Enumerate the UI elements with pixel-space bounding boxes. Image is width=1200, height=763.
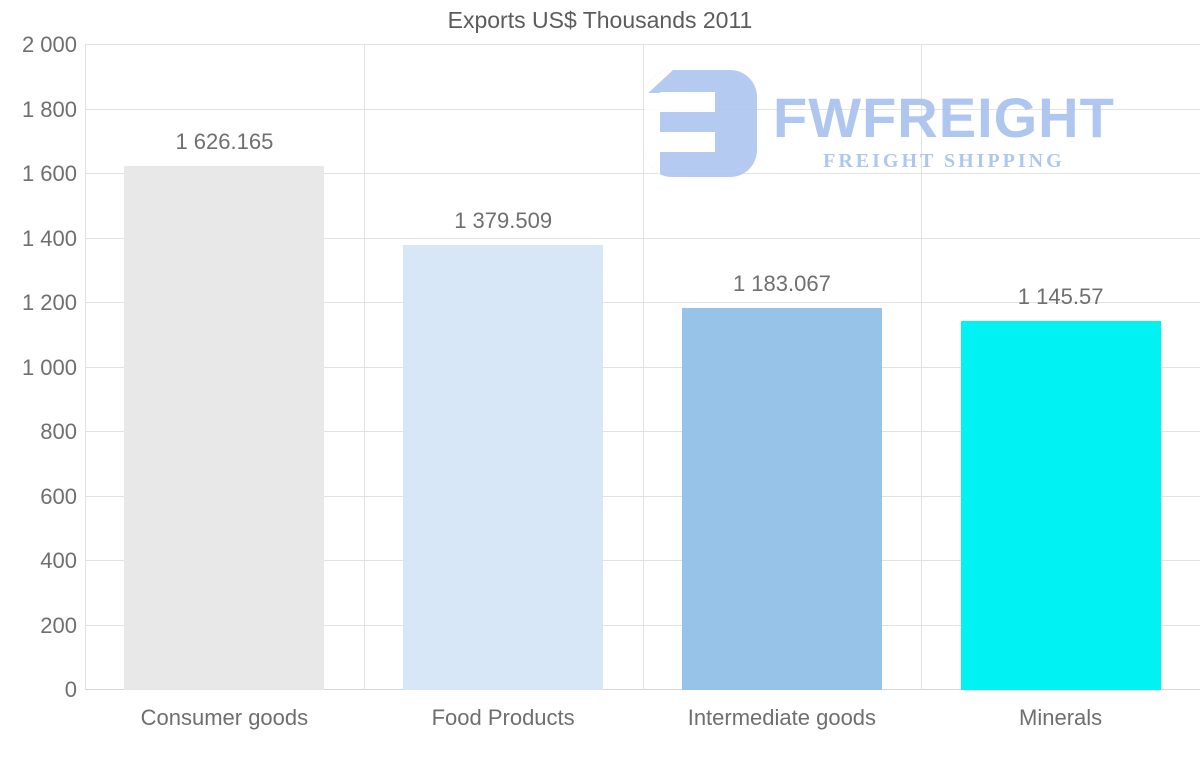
chart-title: Exports US$ Thousands 2011 bbox=[447, 7, 753, 33]
bar-value-label: 1 626.165 bbox=[175, 128, 274, 154]
bar-column-1: 1 379.509 bbox=[364, 45, 643, 690]
bar-minerals[interactable] bbox=[960, 320, 1161, 690]
x-category-label: Consumer goods bbox=[140, 705, 309, 730]
gridline-y-2000 bbox=[85, 44, 1200, 45]
y-tick-label: 800 bbox=[40, 419, 77, 444]
gridline-x-2 bbox=[642, 45, 644, 690]
y-tick-label: 2 000 bbox=[21, 32, 77, 57]
gridline-x-1 bbox=[363, 45, 365, 690]
y-tick-label: 600 bbox=[40, 483, 77, 509]
bar-value-label: 1 183.067 bbox=[732, 271, 831, 297]
x-category-label: Food Products bbox=[431, 705, 575, 730]
y-tick-label: 1 800 bbox=[21, 96, 77, 122]
bar-column-2: 1 183.067 bbox=[643, 45, 922, 690]
gridline-x-0 bbox=[85, 45, 86, 690]
bar-intermediate-goods[interactable] bbox=[681, 308, 882, 690]
x-axis: Consumer goods Food Products Intermediate … bbox=[85, 705, 1200, 739]
y-tick-label: 1 200 bbox=[21, 290, 77, 315]
plot-area: 1 626.165 1 379.509 1 183.067 1 145.57 bbox=[85, 44, 1200, 690]
x-category-label: Minerals bbox=[1019, 705, 1103, 730]
y-tick-label: 400 bbox=[40, 548, 77, 573]
bar-food-products[interactable] bbox=[403, 245, 604, 690]
y-tick-label: 200 bbox=[40, 612, 77, 638]
bar-value-label: 1 145.57 bbox=[1017, 283, 1104, 309]
x-category-label: Intermediate goods bbox=[687, 705, 877, 730]
y-tick-label: 1 000 bbox=[21, 354, 77, 380]
y-tick-label: 0 bbox=[64, 677, 77, 702]
gridline-x-3 bbox=[921, 45, 923, 690]
bar-column-0: 1 626.165 bbox=[85, 45, 364, 690]
y-tick-label: 1 600 bbox=[21, 161, 77, 186]
bar-consumer-goods[interactable] bbox=[124, 165, 325, 690]
bar-column-3: 1 145.57 bbox=[921, 45, 1200, 690]
bar-value-label: 1 379.509 bbox=[454, 208, 553, 234]
y-axis: 0 200 400 600 800 1 000 1 200 1 400 1 600 1 800 2 … bbox=[0, 32, 77, 702]
y-tick-label: 1 400 bbox=[21, 225, 77, 251]
